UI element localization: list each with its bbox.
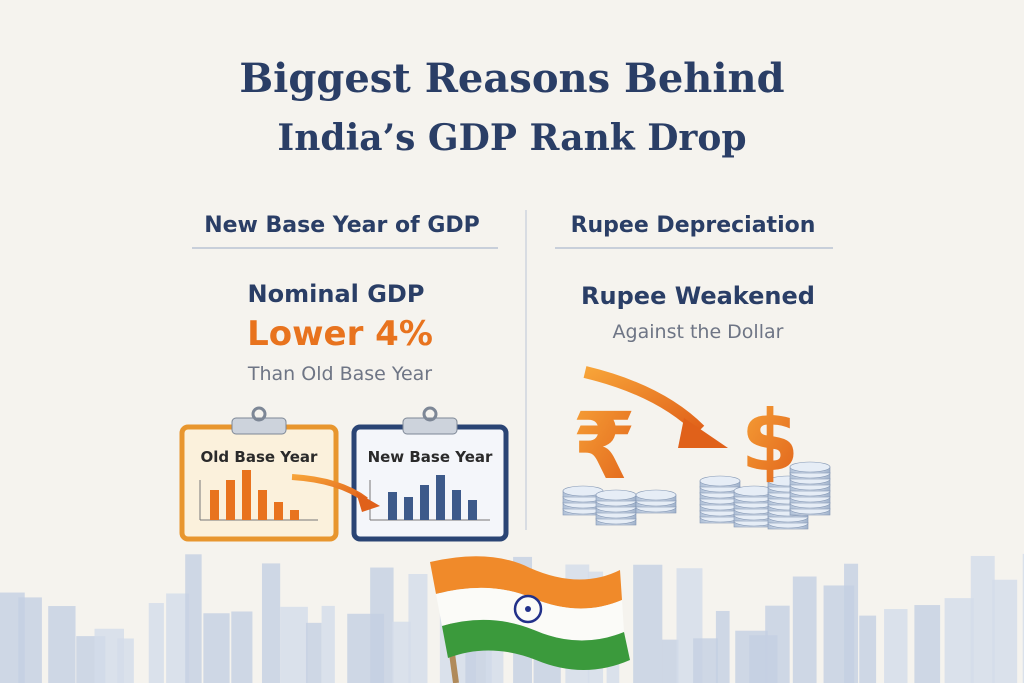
building <box>203 613 230 683</box>
arrow-head <box>678 418 728 448</box>
arrow <box>583 366 705 435</box>
stat-label: Rupee Weakened <box>581 282 815 310</box>
rupee-symbol: ₹ <box>572 393 636 500</box>
title: Biggest Reasons Behind <box>239 55 784 102</box>
building <box>305 622 322 683</box>
stat-highlight: Lower 4% <box>247 314 433 354</box>
building <box>844 563 859 683</box>
building <box>408 574 428 683</box>
coin-top <box>789 461 831 473</box>
stat-label: Nominal GDP <box>248 280 425 308</box>
old-clipboard <box>179 406 339 542</box>
building <box>633 564 663 683</box>
coin-top <box>699 475 741 487</box>
stat-caption: Against the Dollar <box>613 321 784 343</box>
arrow-head <box>356 492 380 512</box>
new-clipboard <box>351 406 509 542</box>
section-heading: Rupee Depreciation <box>571 213 816 238</box>
dollar-symbol: $ <box>741 392 799 490</box>
building <box>48 606 76 683</box>
india-flag <box>430 556 630 683</box>
building <box>944 598 974 683</box>
building <box>693 638 718 683</box>
building <box>370 567 394 683</box>
card-label: New Base Year <box>368 448 493 466</box>
section-heading: New Base Year of GDP <box>204 213 480 238</box>
building <box>792 576 817 683</box>
building <box>765 605 790 683</box>
coins <box>562 461 831 530</box>
coin-top <box>635 489 677 501</box>
card-label: Old Base Year <box>201 448 319 466</box>
building <box>884 609 908 683</box>
building <box>859 615 877 683</box>
title: India’s GDP Rank Drop <box>277 117 746 159</box>
building <box>992 579 1018 683</box>
building <box>231 611 253 683</box>
building <box>261 563 281 683</box>
building <box>321 605 335 683</box>
building <box>166 593 190 683</box>
skyline <box>0 553 1024 683</box>
building <box>662 639 679 683</box>
building <box>970 555 995 683</box>
building <box>185 554 202 683</box>
building <box>914 605 941 683</box>
building <box>715 610 730 683</box>
building <box>392 621 411 683</box>
building <box>117 638 134 683</box>
building <box>18 597 42 683</box>
stat-caption: Than Old Base Year <box>247 363 432 385</box>
building <box>280 606 308 683</box>
building <box>148 603 164 683</box>
building <box>1022 553 1024 683</box>
